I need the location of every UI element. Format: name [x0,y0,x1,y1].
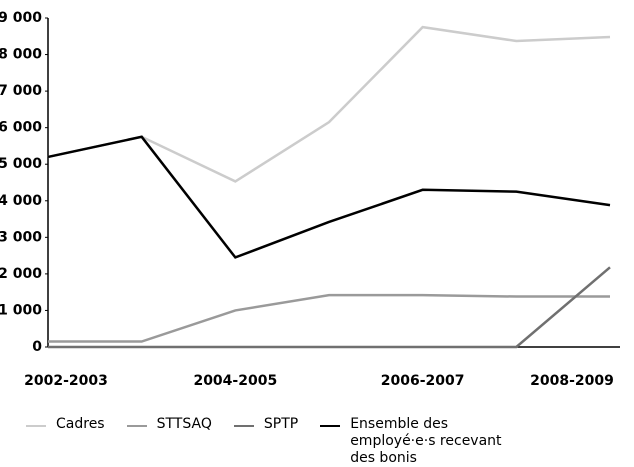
y-tick-label: 0 [32,339,42,355]
legend-item: STTSAQ [126,416,212,467]
legend: Cadres STTSAQ SPTP Ensemble des employé·e·s… [26,416,547,467]
plot: 0 1 000 2 000 3 000 4 000 5 000 6 000 7 000 8 00… [0,10,620,389]
chart: 0 1 000 2 000 3 000 4 000 5 000 6 000 7 000 8 00… [0,10,620,466]
y-tick-label: 2 000 [0,266,42,282]
x-tick-label: 2008-2009 [530,373,614,389]
x-tick-label: 2002-2003 [24,373,108,389]
y-tick-label: 5 000 [0,156,42,172]
legend-label: STTSAQ [156,416,212,432]
legend-item: Ensemble des employé·e·s recevant des bo… [320,416,525,467]
x-tick-label: 2006-2007 [381,373,465,389]
series-line [47,25,611,183]
x-tick-label: 2004-2005 [193,373,277,389]
legend-item: Cadres [26,416,105,467]
legend-swatch [26,425,46,427]
y-tick-label: 4 000 [0,193,42,209]
y-tick-label: 7 000 [0,83,42,99]
legend-item: SPTP [233,416,299,467]
y-tick-label: 6 000 [0,120,42,136]
legend-label: Ensemble des employé·e·s recevant des bo… [350,416,502,466]
legend-swatch [320,425,341,427]
legend-label: Cadres [56,416,105,432]
series-line [47,135,611,259]
y-tick-label: 9 000 [0,10,42,26]
y-tick-label: 8 000 [0,47,42,63]
y-tick-label: 1 000 [0,302,42,318]
y-tick-label: 3 000 [0,229,42,245]
series-line [48,293,610,343]
series-line [48,266,611,349]
legend-swatch [126,425,147,427]
legend-swatch [233,425,254,427]
legend-label: SPTP [263,416,299,432]
